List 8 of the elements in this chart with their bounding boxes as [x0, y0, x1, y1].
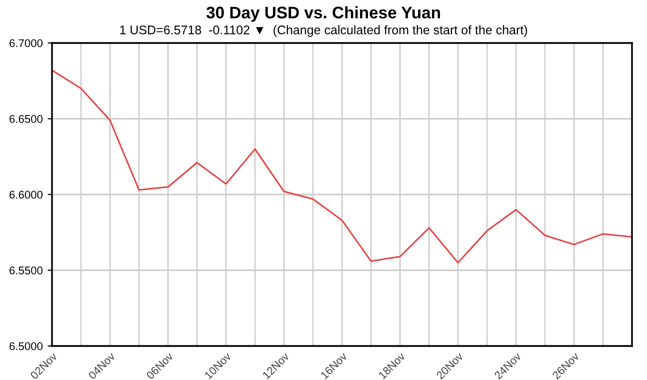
y-tick-label: 6.6000 [10, 190, 43, 199]
line-series [52, 70, 632, 264]
y-tick-label: 6.5000 [10, 342, 43, 350]
y-tick-label: 6.6500 [10, 115, 43, 123]
chart-subtitle: 1 USD=6.5718 -0.1102 ▼ (Change calculated from the start of the chart) [120, 25, 528, 37]
chart-title: 30 Day USD vs. Chinese Yuan [206, 6, 440, 22]
y-tick-label: 6.7000 [10, 39, 43, 48]
y-tick-label: 6.5500 [10, 266, 43, 274]
